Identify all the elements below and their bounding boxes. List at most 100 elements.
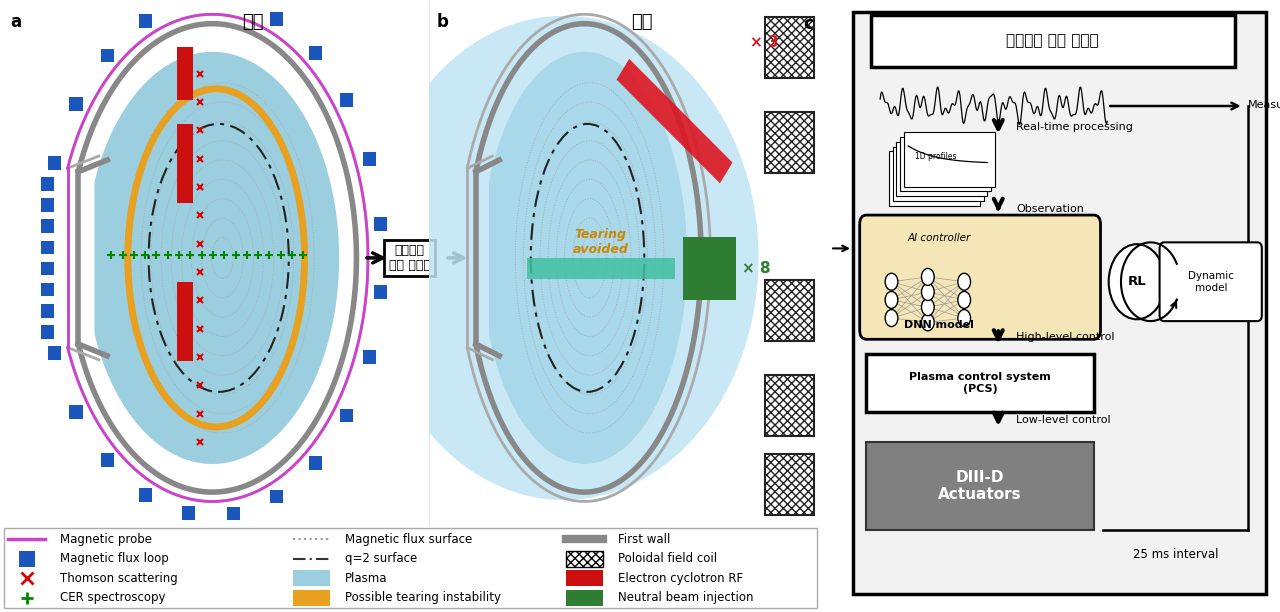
- Bar: [566, 570, 603, 586]
- Bar: [270, 490, 283, 504]
- Text: Electron cyclotron RF: Electron cyclotron RF: [617, 572, 742, 585]
- FancyBboxPatch shape: [1160, 242, 1262, 321]
- Bar: [374, 217, 388, 231]
- Bar: [101, 453, 114, 467]
- Circle shape: [957, 310, 970, 327]
- Text: Real-time processing: Real-time processing: [1016, 122, 1133, 132]
- Text: Plasma control system
(PCS): Plasma control system (PCS): [909, 372, 1051, 394]
- Text: Plasma: Plasma: [346, 572, 388, 585]
- Text: CER spectroscopy: CER spectroscopy: [60, 591, 166, 604]
- Bar: [182, 506, 195, 520]
- Bar: [177, 47, 193, 100]
- Circle shape: [886, 310, 897, 327]
- Bar: [764, 280, 814, 341]
- Bar: [870, 15, 1234, 67]
- Bar: [308, 46, 321, 59]
- Bar: [904, 132, 995, 187]
- Bar: [177, 124, 193, 203]
- Bar: [893, 147, 984, 201]
- Bar: [47, 346, 61, 360]
- Bar: [527, 258, 675, 279]
- Text: Possible tearing instability: Possible tearing instability: [346, 591, 500, 604]
- Bar: [41, 219, 54, 233]
- Bar: [293, 570, 330, 586]
- Text: RL: RL: [1128, 275, 1146, 288]
- Text: Low-level control: Low-level control: [1016, 416, 1111, 425]
- Text: DIII-D
Actuators: DIII-D Actuators: [938, 470, 1021, 502]
- Bar: [69, 97, 83, 111]
- Circle shape: [922, 283, 934, 300]
- Bar: [682, 237, 736, 300]
- Circle shape: [922, 314, 934, 331]
- Bar: [41, 283, 54, 296]
- Text: × 3: × 3: [750, 35, 780, 50]
- Text: 센서: 센서: [242, 13, 264, 31]
- Bar: [764, 375, 814, 436]
- Bar: [41, 177, 54, 191]
- Bar: [41, 325, 54, 338]
- Circle shape: [886, 273, 897, 290]
- Circle shape: [957, 291, 970, 308]
- Text: Neutral beam injection: Neutral beam injection: [617, 591, 753, 604]
- Bar: [374, 285, 388, 299]
- Ellipse shape: [370, 16, 759, 500]
- Bar: [890, 151, 980, 206]
- Bar: [362, 350, 376, 364]
- Bar: [867, 354, 1093, 412]
- Text: × 8: × 8: [742, 261, 771, 276]
- Circle shape: [922, 299, 934, 316]
- Text: AI controller: AI controller: [908, 233, 970, 242]
- Text: First wall: First wall: [617, 532, 669, 546]
- Text: Magnetic flux loop: Magnetic flux loop: [60, 552, 169, 565]
- Bar: [900, 137, 991, 192]
- Text: Observation: Observation: [1016, 204, 1084, 214]
- Text: 1D profiles: 1D profiles: [915, 152, 956, 162]
- Bar: [293, 590, 330, 606]
- Bar: [308, 457, 321, 470]
- Text: Tearing
avoided: Tearing avoided: [573, 228, 628, 256]
- Bar: [340, 409, 353, 422]
- Bar: [764, 111, 814, 173]
- Bar: [41, 261, 54, 275]
- Text: b: b: [436, 13, 449, 31]
- Text: DNN model: DNN model: [904, 320, 974, 330]
- Bar: [867, 442, 1093, 530]
- Circle shape: [957, 273, 970, 290]
- Text: 불안정성
회피 시스템: 불안정성 회피 시스템: [389, 244, 430, 272]
- Bar: [362, 152, 376, 166]
- Bar: [19, 551, 35, 567]
- Circle shape: [922, 269, 934, 285]
- Bar: [140, 488, 152, 502]
- Circle shape: [886, 291, 897, 308]
- Text: c: c: [803, 15, 813, 33]
- Text: Magnetic probe: Magnetic probe: [60, 532, 152, 546]
- Bar: [227, 507, 239, 520]
- Text: 불안정성 회피 시스템: 불안정성 회피 시스템: [1006, 33, 1100, 48]
- Bar: [270, 12, 283, 26]
- Polygon shape: [617, 59, 732, 183]
- Text: Magnetic flux surface: Magnetic flux surface: [346, 532, 472, 546]
- Text: Measurements: Measurements: [1248, 100, 1280, 110]
- Bar: [566, 590, 603, 606]
- Bar: [340, 94, 353, 107]
- Bar: [140, 14, 152, 28]
- Text: 25 ms interval: 25 ms interval: [1133, 548, 1219, 561]
- Text: 제어: 제어: [631, 13, 653, 31]
- Bar: [566, 551, 603, 567]
- Bar: [896, 142, 987, 196]
- Bar: [177, 282, 193, 360]
- Text: Thomson scattering: Thomson scattering: [60, 572, 178, 585]
- Bar: [47, 156, 61, 170]
- Text: q=2 surface: q=2 surface: [346, 552, 417, 565]
- Text: Poloidal field coil: Poloidal field coil: [617, 552, 717, 565]
- Bar: [41, 241, 54, 254]
- Bar: [101, 49, 114, 62]
- FancyBboxPatch shape: [860, 215, 1101, 339]
- Bar: [69, 405, 83, 419]
- Polygon shape: [95, 52, 339, 464]
- Polygon shape: [489, 52, 687, 464]
- Bar: [41, 198, 54, 212]
- Text: High-level control: High-level control: [1016, 332, 1115, 343]
- Bar: [764, 453, 814, 515]
- Bar: [764, 17, 814, 78]
